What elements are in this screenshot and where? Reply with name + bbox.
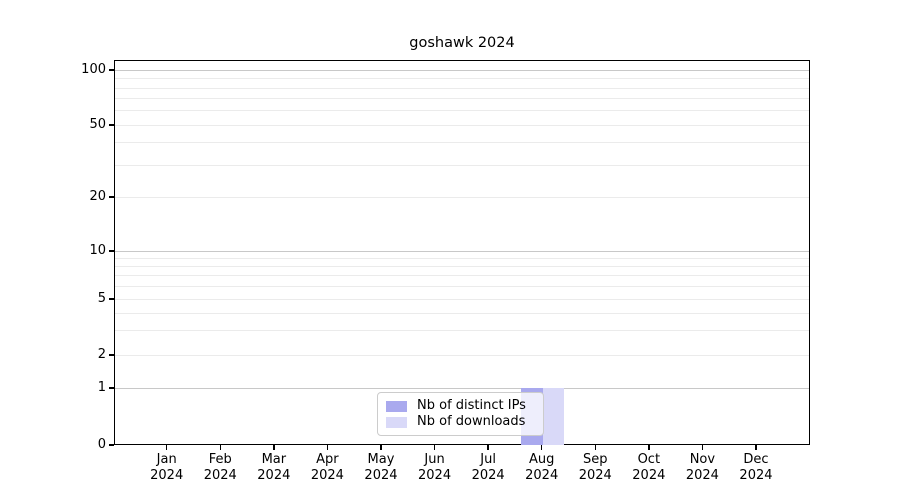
y-tick-mark: [109, 298, 114, 300]
x-tick-mark: [487, 445, 489, 450]
gridline-50: [115, 124, 809, 126]
gridline-20: [115, 196, 809, 198]
x-tick-label-feb: Feb 2024: [203, 452, 237, 483]
x-tick-label-jun: Jun 2024: [418, 452, 452, 483]
y-tick-mark: [109, 250, 114, 252]
gridline-1: [115, 387, 809, 389]
x-tick-label-aug: Aug 2024: [525, 452, 559, 483]
gridline-5: [115, 298, 809, 300]
y-tick-mark: [109, 124, 114, 126]
x-tick-mark: [273, 445, 275, 450]
gridline-minor: [115, 164, 809, 166]
x-tick-mark: [433, 445, 436, 450]
y-tick-label-1: 1: [97, 380, 106, 395]
y-tick-label-20: 20: [89, 189, 106, 204]
legend-item-distinct-ips: Nb of distinct IPs: [386, 398, 535, 414]
y-tick-label-5: 5: [97, 291, 106, 306]
y-tick-mark: [109, 387, 114, 389]
gridline-2: [115, 354, 809, 356]
y-tick-mark: [109, 69, 114, 71]
y-tick-label-100: 100: [81, 62, 106, 77]
gridline-minor: [115, 141, 809, 143]
x-tick-mark: [380, 445, 382, 450]
gridline-minor: [115, 109, 809, 111]
x-tick-label-mar: Mar 2024: [257, 452, 291, 483]
x-tick-label-oct: Oct 2024: [632, 452, 666, 483]
bar-aug-1: [542, 387, 565, 445]
y-tick-label-50: 50: [89, 117, 106, 132]
gridline-minor: [115, 257, 809, 259]
chart-title: goshawk 2024: [409, 35, 515, 51]
y-tick-label-0: 0: [97, 437, 106, 452]
x-tick-label-may: May 2024: [364, 452, 398, 483]
gridline-minor: [115, 97, 809, 99]
legend-swatch-distinct-ips: [386, 400, 407, 412]
x-tick-mark: [755, 445, 757, 450]
legend-label-distinct-ips: Nb of distinct IPs: [417, 398, 526, 413]
y-tick-label-10: 10: [89, 243, 106, 258]
gridline-100: [115, 69, 809, 71]
gridline-minor: [115, 87, 809, 89]
x-tick-label-sep: Sep 2024: [578, 452, 612, 483]
gridline-minor: [115, 312, 809, 314]
y-tick-mark: [109, 354, 114, 356]
legend-label-downloads: Nb of downloads: [417, 414, 526, 429]
gridline-minor: [115, 329, 809, 331]
x-tick-mark: [326, 445, 329, 450]
x-tick-label-jul: Jul 2024: [471, 452, 505, 483]
x-tick-mark: [219, 445, 222, 450]
y-tick-mark: [109, 444, 114, 446]
gridline-minor: [115, 285, 809, 287]
x-tick-mark: [540, 445, 543, 450]
x-tick-mark: [648, 445, 650, 450]
gridline-minor: [115, 265, 809, 267]
plot-area: [114, 60, 810, 445]
x-tick-label-jan: Jan 2024: [150, 452, 184, 483]
x-tick-mark: [594, 445, 596, 450]
gridline-minor: [115, 77, 809, 79]
legend-item-downloads: Nb of downloads: [386, 414, 535, 430]
legend-swatch-downloads: [386, 416, 407, 428]
y-tick-mark: [109, 196, 114, 198]
y-tick-label-2: 2: [97, 347, 106, 362]
x-tick-mark: [165, 445, 168, 450]
x-tick-label-apr: Apr 2024: [310, 452, 344, 483]
legend: Nb of distinct IPs Nb of downloads: [377, 392, 544, 436]
gridline-minor: [115, 274, 809, 276]
x-tick-label-nov: Nov 2024: [685, 452, 719, 483]
gridline-10: [115, 250, 809, 252]
x-tick-mark: [701, 445, 704, 450]
x-tick-label-dec: Dec 2024: [739, 452, 773, 483]
